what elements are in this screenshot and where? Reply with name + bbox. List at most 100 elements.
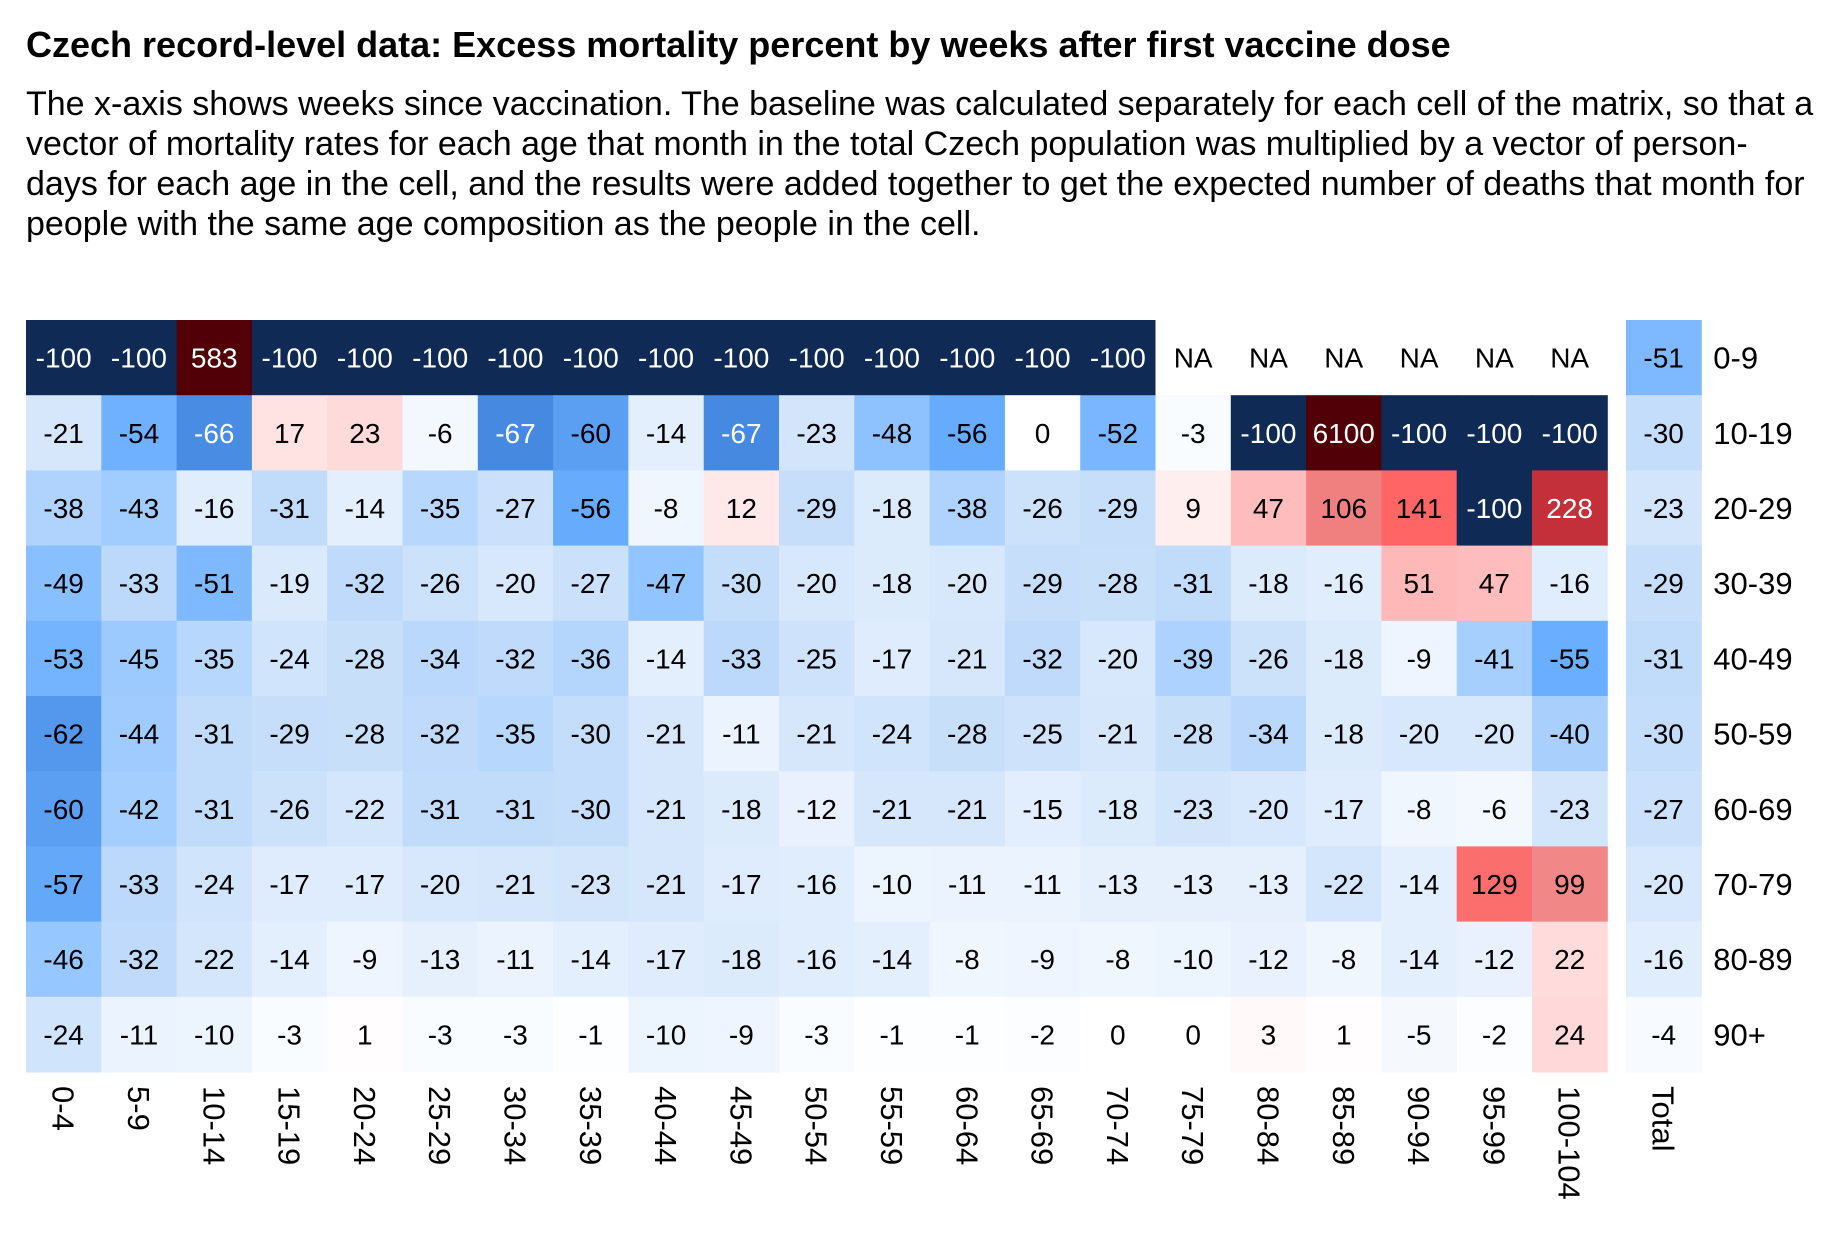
- heatmap-label: -35: [194, 643, 234, 674]
- heatmap-cell: [1080, 470, 1156, 547]
- heatmap-cell: [101, 921, 178, 998]
- heatmap-label: -12: [1474, 944, 1514, 975]
- heatmap-label: -8: [1331, 944, 1356, 975]
- heatmap-cell: [929, 846, 1006, 923]
- heatmap-cell: [779, 696, 855, 772]
- heatmap-label: -31: [420, 794, 460, 825]
- heatmap-label: -2: [1482, 1019, 1507, 1050]
- heatmap-label: -56: [571, 493, 611, 524]
- heatmap-cell: [1532, 395, 1608, 471]
- heatmap-cell: [26, 395, 102, 471]
- heatmap-label: -3: [804, 1019, 829, 1050]
- heatmap-cell: [1155, 395, 1232, 471]
- heatmap-label: -30: [571, 719, 611, 750]
- heatmap-cell: [854, 620, 931, 697]
- heatmap-label: -31: [495, 794, 535, 825]
- heatmap-label: -52: [1098, 418, 1138, 449]
- heatmap-cell: [854, 545, 931, 622]
- x-tick-label: 25-29: [422, 1086, 457, 1165]
- heatmap-cell: [402, 996, 479, 1073]
- heatmap-cell: [402, 696, 479, 772]
- heatmap-label: -23: [1173, 794, 1213, 825]
- heatmap-cell: [929, 470, 1006, 547]
- heatmap-cell: [251, 846, 328, 923]
- heatmap-label: -45: [119, 643, 159, 674]
- heatmap-label: -60: [571, 418, 611, 449]
- heatmap-label: -23: [571, 869, 611, 900]
- heatmap-label: -9: [729, 1019, 754, 1050]
- heatmap-label: -10: [194, 1019, 234, 1050]
- heatmap-cell: [703, 996, 780, 1073]
- heatmap-cell: [1381, 470, 1458, 547]
- heatmap-cell: [628, 771, 705, 847]
- heatmap-label: -17: [721, 869, 761, 900]
- heatmap-cell: [1080, 696, 1156, 772]
- heatmap-cell: [1306, 996, 1382, 1073]
- heatmap-cell: [1080, 996, 1156, 1073]
- heatmap-label: -100: [1090, 343, 1146, 374]
- x-tick-label: 5-9: [121, 1086, 156, 1131]
- heatmap-cell: [101, 545, 178, 622]
- heatmap-label: -25: [1022, 719, 1062, 750]
- heatmap-cell: [1004, 395, 1081, 471]
- x-tick-label: 20-24: [347, 1086, 382, 1165]
- heatmap-label: -17: [872, 643, 912, 674]
- heatmap-cell: [628, 696, 705, 772]
- heatmap-label: -35: [420, 493, 460, 524]
- heatmap-label: 0: [1110, 1019, 1126, 1050]
- heatmap-cell: [628, 395, 705, 471]
- heatmap-cell: [477, 545, 554, 622]
- heatmap-label: -14: [646, 643, 686, 674]
- heatmap-cell: [1381, 846, 1458, 923]
- heatmap-label: 47: [1479, 568, 1510, 599]
- heatmap-label: -8: [1105, 944, 1130, 975]
- heatmap-cell: [553, 620, 629, 697]
- heatmap-label: -34: [420, 643, 460, 674]
- heatmap-label: -18: [1248, 568, 1288, 599]
- heatmap-label: -14: [1399, 944, 1439, 975]
- heatmap-label: -100: [36, 343, 92, 374]
- heatmap-label: -24: [269, 643, 309, 674]
- heatmap-label: -6: [428, 418, 453, 449]
- heatmap-cell: [779, 620, 855, 697]
- heatmap-label: -11: [948, 869, 986, 900]
- y-tick-label: 40-49: [1713, 641, 1792, 676]
- heatmap-cell: [1155, 996, 1232, 1073]
- x-tick-label: 95-99: [1476, 1086, 1511, 1165]
- heatmap-cell: [176, 846, 253, 923]
- x-tick-label: 0-4: [46, 1086, 81, 1131]
- heatmap-cell: [1381, 395, 1458, 471]
- heatmap-cell: [327, 921, 403, 998]
- heatmap-label: -9: [352, 944, 377, 975]
- y-tick-label: 80-89: [1713, 942, 1792, 977]
- heatmap-label: 129: [1471, 869, 1518, 900]
- heatmap-label: -9: [1407, 643, 1432, 674]
- total-cell: [1626, 620, 1702, 697]
- total-cell: [1626, 545, 1702, 622]
- heatmap-cell: [477, 395, 554, 471]
- total-cell: [1626, 320, 1702, 396]
- heatmap-label: -19: [269, 568, 309, 599]
- heatmap-cell: [176, 771, 253, 847]
- heatmap-cell: [1532, 320, 1608, 396]
- heatmap-label: -16: [1324, 568, 1364, 599]
- heatmap-label: -27: [571, 568, 611, 599]
- heatmap-cell: [779, 395, 855, 471]
- total-cell: [1626, 771, 1702, 847]
- heatmap-cell: [854, 771, 931, 847]
- x-tick-label: 30-34: [497, 1086, 532, 1165]
- heatmap-cell: [477, 921, 554, 998]
- y-tick-label: 10-19: [1713, 416, 1792, 451]
- heatmap-cell: [327, 846, 403, 923]
- heatmap-cell: [26, 846, 102, 923]
- heatmap-label: 1: [357, 1019, 373, 1050]
- heatmap-cell: [101, 996, 178, 1073]
- heatmap-label: -13: [1173, 869, 1213, 900]
- heatmap-cell: [327, 395, 403, 471]
- heatmap-cell: [1080, 620, 1156, 697]
- heatmap-cell: [703, 470, 780, 547]
- heatmap-label: -10: [646, 1019, 686, 1050]
- heatmap-label: -100: [1466, 493, 1522, 524]
- heatmap-cell: [176, 996, 253, 1073]
